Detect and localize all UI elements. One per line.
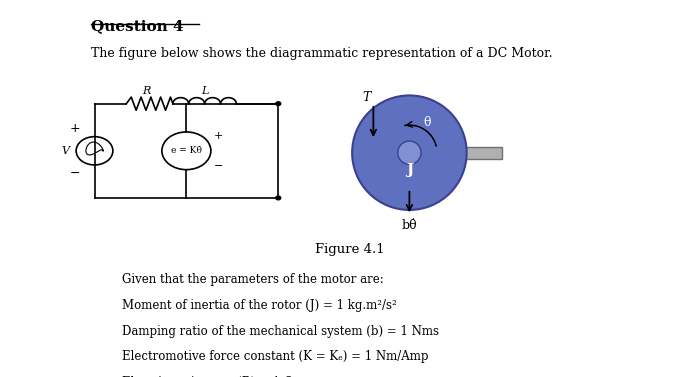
Text: R: R — [142, 86, 150, 97]
Text: bθ̇: bθ̇ — [402, 219, 417, 232]
Circle shape — [276, 102, 281, 106]
Text: e = Kθ̇: e = Kθ̇ — [171, 146, 202, 155]
Bar — [421, 147, 502, 159]
Text: +: + — [214, 131, 223, 141]
Circle shape — [352, 95, 467, 210]
Text: T: T — [363, 91, 371, 104]
Text: Damping ratio of the mechanical system (b) = 1 Nms: Damping ratio of the mechanical system (… — [122, 325, 440, 337]
Text: Given that the parameters of the motor are:: Given that the parameters of the motor a… — [122, 273, 384, 286]
Text: θ: θ — [424, 116, 431, 129]
Text: −: − — [214, 161, 223, 171]
Text: J: J — [406, 162, 413, 177]
Text: L: L — [201, 86, 209, 97]
Text: −: − — [70, 167, 80, 180]
Text: Electric resistance (R) = 1 Ω: Electric resistance (R) = 1 Ω — [122, 376, 294, 377]
Text: +: + — [69, 122, 80, 135]
Text: Question 4: Question 4 — [91, 19, 183, 33]
Circle shape — [276, 196, 281, 200]
Circle shape — [398, 141, 421, 164]
Text: V: V — [61, 146, 69, 156]
Text: Electromotive force constant (K = Kₑ) = 1 Nm/Amp: Electromotive force constant (K = Kₑ) = … — [122, 350, 429, 363]
Text: The figure below shows the diagrammatic representation of a DC Motor.: The figure below shows the diagrammatic … — [91, 47, 552, 60]
Text: Figure 4.1: Figure 4.1 — [315, 243, 385, 256]
Text: Moment of inertia of the rotor (J) = 1 kg.m²/s²: Moment of inertia of the rotor (J) = 1 k… — [122, 299, 398, 312]
